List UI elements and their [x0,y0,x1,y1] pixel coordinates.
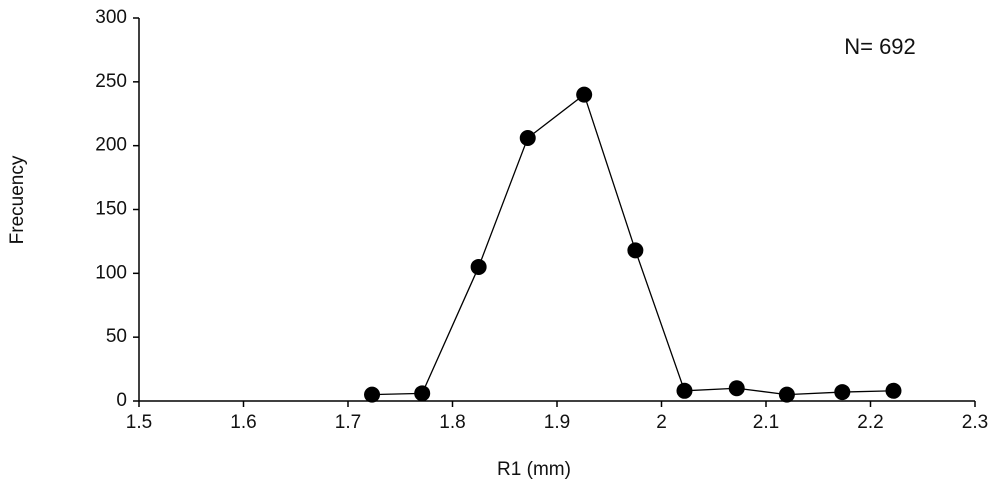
point [778,386,795,403]
x-tick-label: 1.6 [230,412,256,433]
y-tick-label: 250 [95,71,127,92]
point [519,130,536,147]
y-tick-label: 300 [95,7,127,28]
y-tick-label: 0 [116,390,127,411]
point [627,242,644,259]
y-tick-label: 200 [95,135,127,156]
annotation: N= 692 [844,34,916,59]
x-axis-label: R1 (mm) [497,459,571,480]
x-tick-label: 1.7 [335,412,361,433]
y-tick-label: 50 [106,326,127,347]
x-tick-label: 2.3 [962,412,988,433]
point [728,380,745,397]
point [364,386,381,403]
x-tick-label: 2.1 [753,412,779,433]
point [414,385,431,402]
x-tick-label: 1.5 [126,412,152,433]
y-axis-label: Frecuency [7,155,28,244]
x-tick-label: 1.8 [439,412,465,433]
point [676,382,693,399]
point [834,384,851,401]
point [576,86,593,103]
x-tick-label: 2.2 [857,412,883,433]
y-tick-label: 100 [95,262,127,283]
y-tick-label: 150 [95,199,127,220]
point [470,258,487,275]
x-tick-label: 2 [656,412,667,433]
x-tick-label: 1.9 [544,412,570,433]
point [885,382,902,399]
